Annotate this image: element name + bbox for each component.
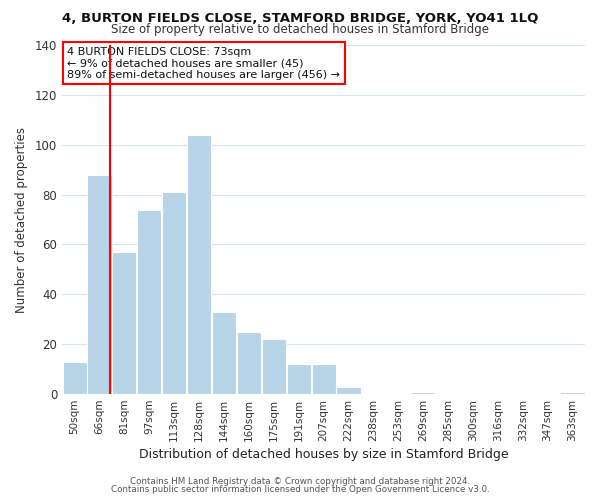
Bar xyxy=(62,362,87,394)
Y-axis label: Number of detached properties: Number of detached properties xyxy=(15,126,28,312)
Text: Contains HM Land Registry data © Crown copyright and database right 2024.: Contains HM Land Registry data © Crown c… xyxy=(130,477,470,486)
Text: Contains public sector information licensed under the Open Government Licence v3: Contains public sector information licen… xyxy=(110,484,490,494)
X-axis label: Distribution of detached houses by size in Stamford Bridge: Distribution of detached houses by size … xyxy=(139,448,508,461)
Bar xyxy=(88,174,112,394)
Bar xyxy=(237,332,261,394)
Bar xyxy=(137,210,161,394)
Bar xyxy=(162,192,186,394)
Bar xyxy=(112,252,136,394)
Text: 4 BURTON FIELDS CLOSE: 73sqm
← 9% of detached houses are smaller (45)
89% of sem: 4 BURTON FIELDS CLOSE: 73sqm ← 9% of det… xyxy=(67,46,340,80)
Bar xyxy=(262,339,286,394)
Bar xyxy=(212,312,236,394)
Text: Size of property relative to detached houses in Stamford Bridge: Size of property relative to detached ho… xyxy=(111,22,489,36)
Bar xyxy=(337,386,361,394)
Bar xyxy=(560,392,584,394)
Text: 4, BURTON FIELDS CLOSE, STAMFORD BRIDGE, YORK, YO41 1LQ: 4, BURTON FIELDS CLOSE, STAMFORD BRIDGE,… xyxy=(62,12,538,26)
Bar xyxy=(411,392,435,394)
Bar xyxy=(187,135,211,394)
Bar xyxy=(287,364,311,394)
Bar xyxy=(311,364,335,394)
